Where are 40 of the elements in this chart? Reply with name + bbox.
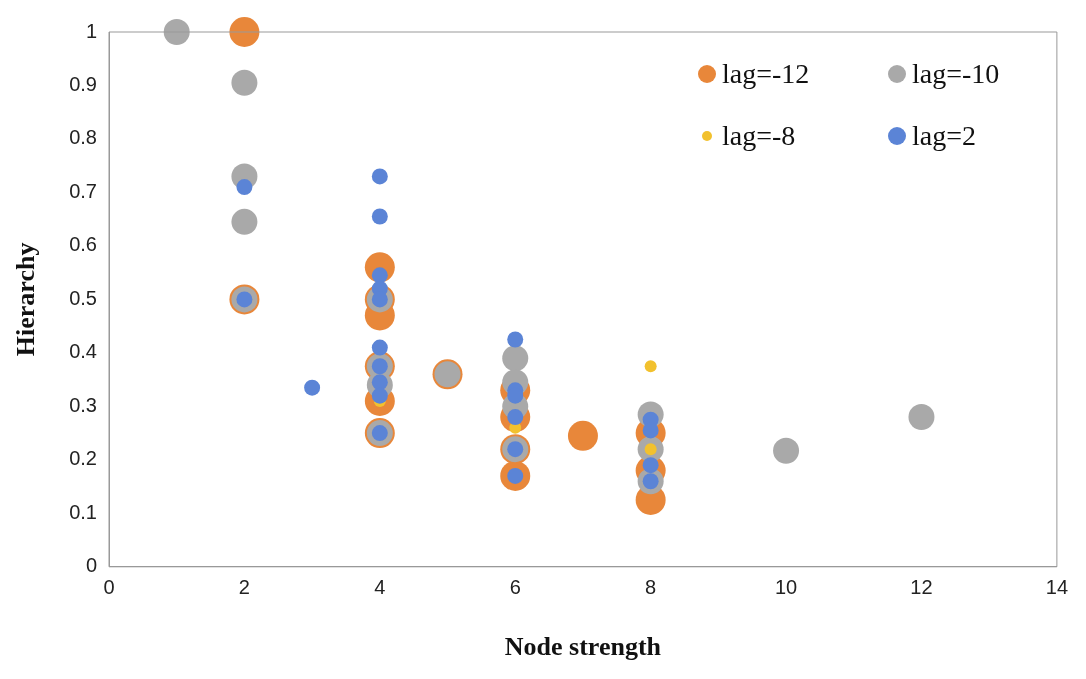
point xyxy=(231,69,258,96)
legend-label: lag=-10 xyxy=(912,58,1000,90)
x-tick-label: 4 xyxy=(374,576,386,599)
legend-label: lag=-12 xyxy=(722,58,810,90)
point xyxy=(502,345,529,372)
y-tick-label: 0.5 xyxy=(69,286,97,309)
y-tick-label: 0.6 xyxy=(69,233,97,256)
y-tick-label: 1 xyxy=(85,19,97,42)
x-tick-label: 8 xyxy=(645,576,657,599)
y-tick-label: 0.2 xyxy=(69,447,97,470)
point xyxy=(644,360,657,373)
y-axis-title: Hierarchy xyxy=(11,242,41,357)
y-tick-label: 0.1 xyxy=(69,500,97,523)
point xyxy=(163,19,190,45)
point xyxy=(371,339,388,356)
legend-label: lag=2 xyxy=(912,120,976,152)
point xyxy=(371,168,388,185)
point xyxy=(773,437,800,464)
point xyxy=(304,379,321,396)
y-tick-label: 0.4 xyxy=(69,340,97,363)
point xyxy=(908,404,935,431)
x-tick-label: 2 xyxy=(238,576,250,599)
legend-label: lag=-8 xyxy=(722,120,796,152)
x-tick-label: 10 xyxy=(774,576,798,599)
point xyxy=(371,208,388,225)
x-axis-title: Node strength xyxy=(504,632,662,662)
point xyxy=(229,17,260,47)
point xyxy=(231,208,258,235)
point xyxy=(236,179,253,196)
y-tick-label: 0.7 xyxy=(69,179,97,202)
y-tick-label: 0 xyxy=(85,554,97,577)
x-tick-label: 14 xyxy=(1045,576,1068,599)
y-tick-label: 0.9 xyxy=(69,73,97,95)
point xyxy=(567,420,598,451)
y-tick-label: 0.3 xyxy=(69,393,97,416)
x-tick-label: 0 xyxy=(103,576,115,599)
y-tick-label: 0.8 xyxy=(69,126,97,149)
x-tick-label: 6 xyxy=(509,576,521,599)
x-tick-label: 12 xyxy=(910,576,933,599)
point xyxy=(507,331,524,348)
